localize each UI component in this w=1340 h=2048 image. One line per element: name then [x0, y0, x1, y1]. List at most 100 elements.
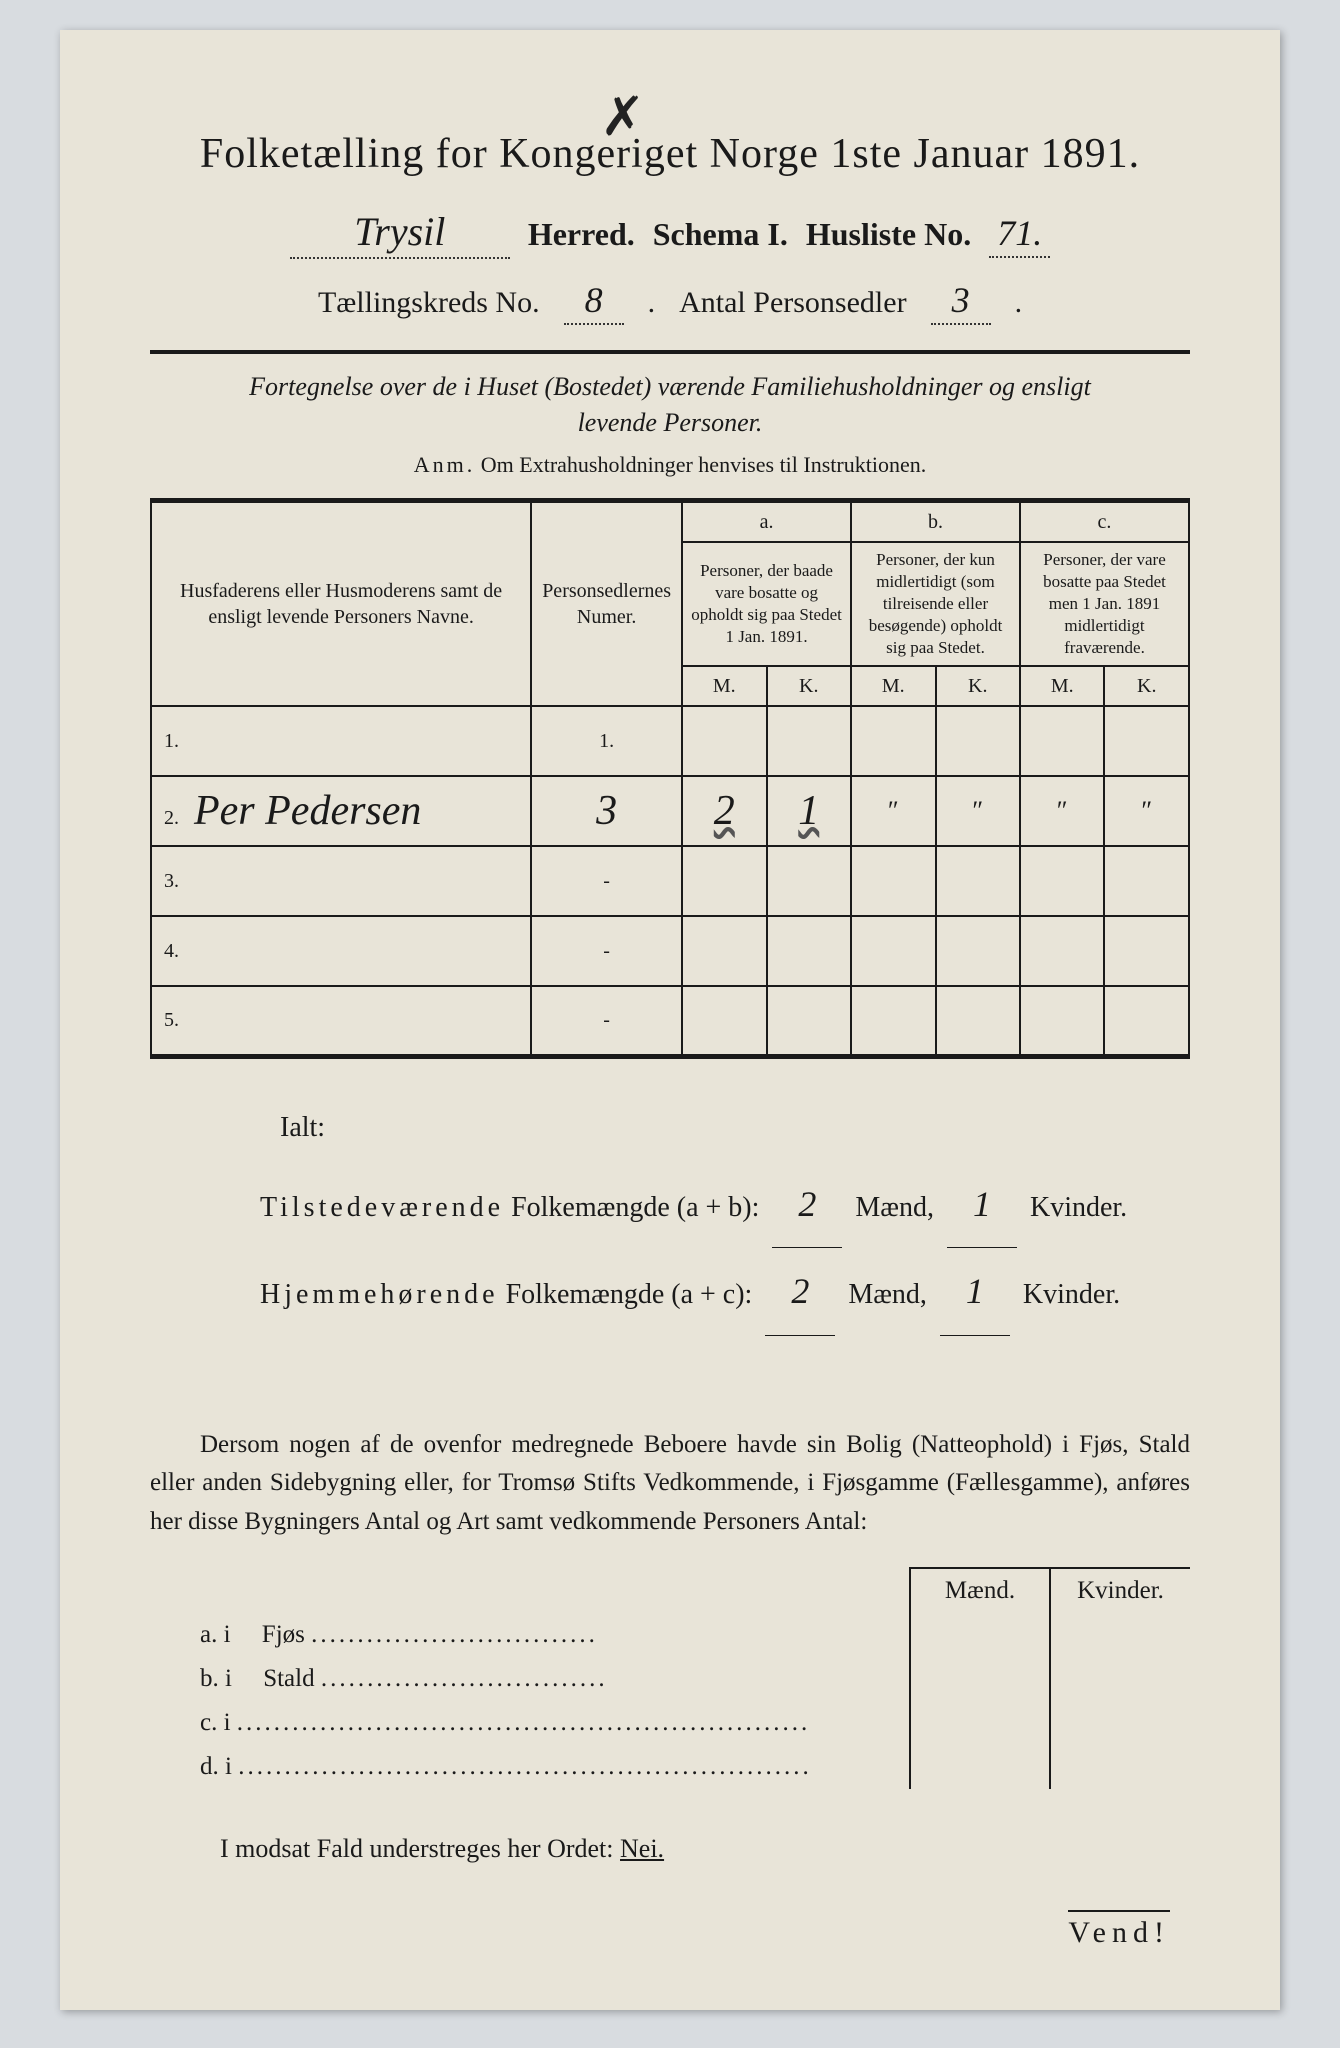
schema-label: Schema I. [653, 216, 788, 253]
main-table: Husfaderens eller Husmoderens samt de en… [150, 498, 1190, 1059]
sub-a-label: Fjøs [262, 1621, 305, 1648]
th-names: Husfaderens eller Husmoderens samt de en… [151, 500, 531, 706]
anm-label: Anm. [414, 452, 476, 477]
cell-bk [936, 986, 1020, 1056]
sub-d: d. i [200, 1753, 232, 1780]
th-b-label: b. [851, 500, 1020, 542]
ialt-label: Ialt: [280, 1094, 1190, 1161]
sub-row-c: c. i ...................................… [150, 1701, 1190, 1745]
sub-table: Mænd. Kvinder. a. i Fjøs ...............… [150, 1567, 1190, 1789]
table-row: 3.- [151, 846, 1189, 916]
table-row: 5.- [151, 986, 1189, 1056]
ialt-maend: Mænd, [855, 1192, 934, 1223]
ialt-line1: Tilstedeværende Folkemængde (a + b): 2 M… [260, 1161, 1190, 1248]
sub-kvinder: Kvinder. [1050, 1568, 1190, 1613]
cell-bm [851, 846, 935, 916]
th-num: Personsedlernes Numer. [531, 500, 682, 706]
stray-check-mark: ✗ [600, 85, 645, 148]
dots: ............................... [237, 1709, 524, 1736]
nej: Nei. [620, 1834, 664, 1863]
sub-c: c. i [200, 1709, 231, 1736]
dots: ............................... [238, 1753, 525, 1780]
ialt-block: Ialt: Tilstedeværende Folkemængde (a + b… [150, 1094, 1190, 1336]
table-row: 4.- [151, 916, 1189, 986]
cell-am [682, 706, 766, 776]
kreds-label: Tællingskreds No. [318, 286, 540, 320]
header-line-1: Trysil Herred. Schema I. Husliste No. 71… [150, 208, 1190, 259]
cell-bk: ″ [936, 776, 1020, 846]
cell-ck [1104, 986, 1189, 1056]
th-c-text: Personer, der vare bosatte paa Stedet me… [1020, 542, 1189, 666]
kreds-value: 8 [564, 279, 624, 325]
cell-ak [767, 916, 851, 986]
sub-row-a: a. i Fjøs ..............................… [150, 1613, 1190, 1657]
sub-row-b: b. i Stald .............................… [150, 1657, 1190, 1701]
cell-bk [936, 706, 1020, 776]
ialt2-b: Folkemængde (a + c): [506, 1279, 753, 1310]
cell-ak: 1 [767, 776, 851, 846]
cell-bk [936, 916, 1020, 986]
sub-row-d: d. i ...................................… [150, 1745, 1190, 1789]
cell-name: 4. [151, 916, 531, 986]
anm-text: Om Extrahusholdninger henvises til Instr… [481, 452, 926, 477]
cell-bm [851, 986, 935, 1056]
header-line-2: Tællingskreds No. 8. Antal Personsedler … [150, 279, 1190, 325]
ialt1-k: 1 [947, 1161, 1017, 1248]
subtitle-l2: levende Personer. [578, 408, 763, 437]
sub-maend: Mænd. [910, 1568, 1050, 1613]
ialt1-a: Tilstedeværende [260, 1192, 504, 1223]
cell-ak [767, 846, 851, 916]
cell-cm [1020, 986, 1104, 1056]
subtitle: Fortegnelse over de i Huset (Bostedet) v… [150, 369, 1190, 442]
cell-num: - [531, 986, 682, 1056]
cell-ck: ″ [1104, 776, 1189, 846]
cell-num: 1. [531, 706, 682, 776]
anm-line: Anm. Om Extrahusholdninger henvises til … [150, 452, 1190, 478]
th-bm: M. [851, 666, 935, 706]
cell-ck [1104, 846, 1189, 916]
paragraph: Dersom nogen af de ovenfor medregnede Be… [150, 1426, 1190, 1542]
cell-bk [936, 846, 1020, 916]
cell-bm: ″ [851, 776, 935, 846]
th-ak: K. [767, 666, 851, 706]
ialt1-b: Folkemængde (a + b): [511, 1192, 759, 1223]
cell-name: 2.Per Pedersen [151, 776, 531, 846]
th-a-label: a. [682, 500, 851, 542]
cell-name: 1. [151, 706, 531, 776]
ialt-kvinder: Kvinder. [1030, 1192, 1127, 1223]
modsat-text: I modsat Fald understreges her Ordet: [220, 1834, 614, 1863]
ialt-maend2: Mænd, [848, 1279, 927, 1310]
husliste-label: Husliste No. [806, 216, 971, 253]
cell-bm [851, 706, 935, 776]
ialt1-m: 2 [772, 1161, 842, 1248]
cell-cm [1020, 706, 1104, 776]
th-a-text: Personer, der baade vare bosatte og opho… [682, 542, 851, 666]
cell-num: - [531, 846, 682, 916]
dots: ............................... [524, 1709, 811, 1736]
cell-name: 5. [151, 986, 531, 1056]
ialt-line2: Hjemmehørende Folkemængde (a + c): 2 Mæn… [260, 1248, 1190, 1335]
cell-ak [767, 986, 851, 1056]
ialt-kvinder2: Kvinder. [1023, 1279, 1120, 1310]
herred-value: Trysil [290, 208, 510, 259]
divider [150, 350, 1190, 354]
census-form-page: ✗ Folketælling for Kongeriget Norge 1ste… [60, 30, 1280, 2010]
modsat-line: I modsat Fald understreges her Ordet: Ne… [150, 1834, 1190, 1864]
page-title: Folketælling for Kongeriget Norge 1ste J… [150, 130, 1190, 178]
th-ck: K. [1104, 666, 1189, 706]
cell-ck [1104, 706, 1189, 776]
dots: ............................... [311, 1621, 598, 1648]
vend-label: Vend! [1068, 1910, 1170, 1950]
cell-am [682, 986, 766, 1056]
cell-num: 3 [531, 776, 682, 846]
subtitle-l1: Fortegnelse over de i Huset (Bostedet) v… [249, 372, 1091, 401]
table-row: 2.Per Pedersen321″″″″ [151, 776, 1189, 846]
husliste-value: 71. [989, 212, 1050, 258]
personsedler-value: 3 [931, 279, 991, 325]
sub-b-label: Stald [263, 1665, 314, 1692]
dots: ............................... [525, 1753, 812, 1780]
ialt2-k: 1 [940, 1248, 1010, 1335]
ialt2-a: Hjemmehørende [260, 1279, 499, 1310]
herred-label: Herred. [528, 216, 635, 253]
th-am: M. [682, 666, 766, 706]
